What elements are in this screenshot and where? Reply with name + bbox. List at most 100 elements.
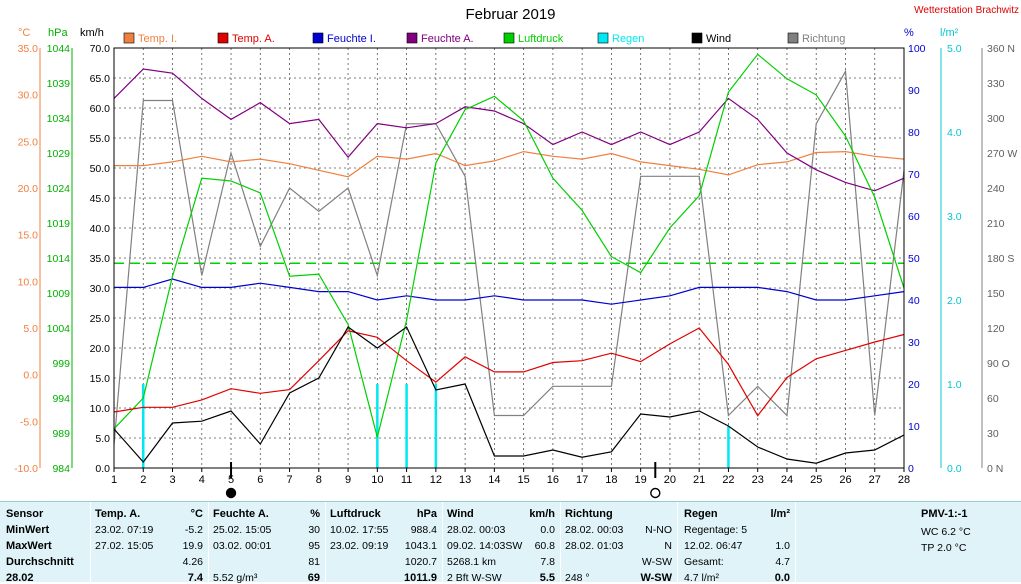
pressure-axis-label: 1014 [47,253,71,265]
row-label-avg: Durchschnitt [6,556,74,568]
legend-swatch [691,32,703,44]
x-tick-label: 10 [371,474,383,486]
luftdruck-unit: hPa [416,508,437,520]
feuchte-a-unit: % [310,508,320,520]
regen-month-sum: 4.7 l/m² [684,572,720,584]
richtung-avg-value: W-SW [641,556,672,568]
luftdruck-column: Luftdruck hPa 10.02. 17:55 988.4 23.02. … [325,502,443,584]
wind-axis-label: 30.0 [90,283,111,295]
richtung-current-value: W-SW [640,572,672,584]
temp-axis-label: 5.0 [23,323,38,335]
humidity-axis-label: 100 [908,43,926,55]
series-line-temp-i- [114,150,905,178]
luftdruck-current-value: 1011.9 [403,572,437,584]
x-tick-label: 7 [286,474,292,486]
humidity-axis-unit: % [904,27,914,39]
regen-current-value: 0.0 [774,572,790,584]
wind-max-value: 60.8 [534,540,555,552]
wind-unit: km/h [529,508,555,520]
wind-axis-label: 60.0 [90,103,111,115]
humidity-axis-label: 40 [908,295,920,307]
temp-a-max-time: 27.02. 15:05 [95,540,154,552]
wind-axis-label: 0.0 [95,463,110,475]
direction-axis-label: 360 N [987,43,1015,55]
x-tick-label: 6 [257,474,263,486]
temp-a-header: Temp. A. [95,508,141,520]
new-moon-icon [650,487,661,499]
feuchte-a-min-time: 25.02. 15:05 [213,524,272,536]
regen-max-value: 1.0 [775,540,790,552]
regen-total-value: 4.7 [775,556,790,568]
wind-current-value: 5.5 [539,572,555,584]
pmv-column: PMV-1:-1 WC 6.2 °C TP 2.0 °C [795,502,1021,582]
temp-axis-label: 30.0 [18,90,39,102]
x-tick-label: 9 [345,474,351,486]
chart-title: Februar 2019 [465,6,556,23]
wind-avg-value: 7.8 [540,556,555,568]
richtung-header: Richtung [565,508,613,520]
series-line-feuchte-i- [114,278,905,305]
x-tick-label: 16 [547,474,559,486]
regen-unit: l/m² [770,508,790,520]
pressure-axis-label: 999 [52,358,70,370]
wind-axis-label: 40.0 [90,223,111,235]
direction-axis-label: 300 [987,113,1005,125]
temp-a-avg-value: 4.26 [182,556,203,568]
wind-axis-label: 20.0 [90,343,111,355]
wind-chill-value: WC 6.2 °C [921,526,971,538]
feuchte-a-avg-value: 81 [308,556,320,568]
direction-axis-label: 30 [987,428,999,440]
x-tick-label: 11 [401,474,412,486]
wind-axis-label: 70.0 [90,43,111,55]
legend-swatch [787,32,799,44]
x-tick-label: 8 [316,474,322,486]
rain-axis-label: 2.0 [947,295,962,307]
legend-swatch [406,32,418,44]
dew-point-value: TP 2.0 °C [921,542,967,554]
regen-header: Regen [684,508,718,520]
pressure-axis-label: 1009 [47,288,71,300]
temp-a-column: Temp. A. °C 23.02. 07:19 -5.2 27.02. 15:… [90,502,209,584]
legend-label: Feuchte I. [327,33,376,45]
wind-axis-label: 5.0 [95,433,110,445]
direction-axis-label: 60 [987,393,999,405]
temp-a-max-value: 19.9 [182,540,203,552]
temp-axis-label: 35.0 [18,43,39,55]
legend-swatch [597,32,609,44]
x-tick-label: 12 [430,474,442,486]
series-line-temp-a- [113,327,905,417]
temp-axis-label: 20.0 [18,183,39,195]
x-tick-label: 1 [111,474,117,486]
richtung-column: Richtung 28.02. 00:03 N-NO 28.02. 01:03 … [560,502,678,584]
rain-axis-label: 1.0 [947,379,962,391]
pressure-axis-label: 994 [52,393,70,405]
station-name: Wetterstation Brachwitz [914,5,1019,16]
chart-grid [114,47,904,469]
direction-axis-label: 240 [987,183,1005,195]
humidity-axis-label: 20 [908,379,920,391]
temp-a-unit: °C [190,508,203,520]
x-tick-label: 19 [635,474,647,486]
chart-legend: Temp. I. Temp. A. Feuchte I. Feuchte A. Luft… [123,32,845,45]
regen-column: Regen l/m² Regentage: 5 12.02. 06:47 1.0… [677,502,796,584]
series-line-richtung [113,69,905,445]
luftdruck-max-value: 1043.1 [404,540,437,552]
legend-label: Regen [612,33,644,45]
weather-chart: 1 2 3 4 5 6 7 8 9 10 11 12 13 14 15 16 17 18 19 20 21 22 23 24 2… [14,27,1017,499]
x-tick-label: 28 [898,474,910,486]
richtung-max-time: 28.02. 01:03 [565,540,624,552]
row-label-date: 28.02 [6,572,34,584]
legend-label: Feuchte A. [421,33,474,45]
x-tick-label: 2 [140,474,146,486]
feuchte-a-absolute: 5.52 g/m³ [213,572,258,584]
rain-axis-label: 0.0 [947,463,962,475]
luftdruck-max-time: 23.02. 09:19 [330,540,389,552]
wind-axis-label: 15.0 [90,373,111,385]
legend-label: Luftdruck [518,33,564,45]
luftdruck-min-value: 988.4 [410,524,437,536]
direction-axis-label: 120 [987,323,1005,335]
direction-axis-label: 150 [987,288,1005,300]
pressure-axis-label: 1024 [47,183,71,195]
richtung-min-time: 28.02. 00:03 [565,524,624,536]
wind-min-time: 28.02. 00:03 [447,524,506,536]
